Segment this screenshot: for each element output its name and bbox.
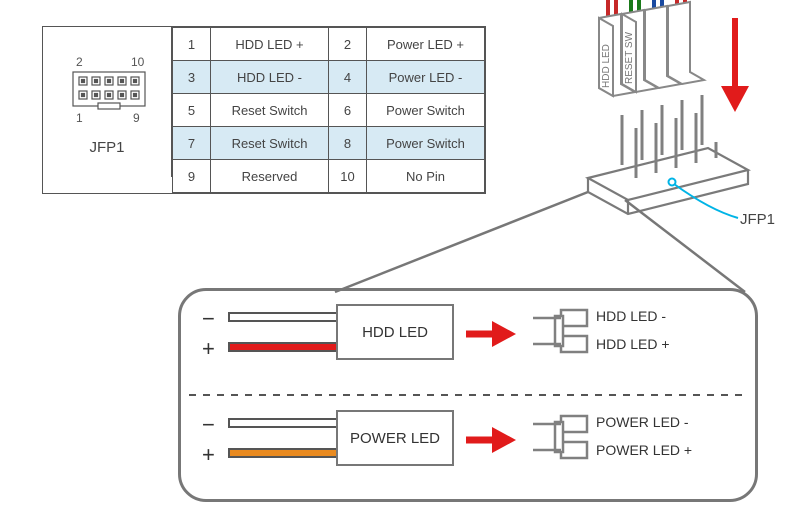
conn-label-hdd: HDD LED <box>601 44 612 88</box>
pin-label-10: 10 <box>131 55 144 69</box>
pin-number-cell: 8 <box>329 127 367 160</box>
pinout-table-block: 2 10 1 9 JFP1 1HDD LED +2Power LED +3HDD… <box>42 26 486 194</box>
jfp1-socket <box>588 95 748 218</box>
pin-name-cell: Power LED + <box>367 28 485 61</box>
pin-label-9: 9 <box>133 111 140 125</box>
pin-name-cell: Power Switch <box>367 127 485 160</box>
plus-symbol: + <box>202 442 215 468</box>
pin-label-plus: HDD LED + <box>596 336 670 352</box>
connector-box: POWER LED <box>336 410 454 466</box>
pin-table: 1HDD LED +2Power LED +3HDD LED -4Power L… <box>172 27 485 193</box>
plus-symbol: + <box>202 336 215 362</box>
minus-symbol: − <box>202 412 215 438</box>
pin-number-cell: 9 <box>173 160 211 193</box>
table-row: 7Reset Switch8Power Switch <box>173 127 485 160</box>
pin-label-minus: HDD LED - <box>596 308 666 324</box>
minus-symbol: − <box>202 306 215 332</box>
connector-box: HDD LED <box>336 304 454 360</box>
pin-name-cell: HDD LED - <box>211 61 329 94</box>
pin-number-cell: 6 <box>329 94 367 127</box>
pin-number-cell: 5 <box>173 94 211 127</box>
pin-number-cell: 10 <box>329 160 367 193</box>
plus-wire <box>228 342 338 352</box>
pin-label-minus: POWER LED - <box>596 414 689 430</box>
pin-number-cell: 2 <box>329 28 367 61</box>
header-diagram-cell: 2 10 1 9 JFP1 <box>43 27 172 177</box>
plug-icon <box>525 302 605 362</box>
pin-name-cell: Reset Switch <box>211 94 329 127</box>
arrow-icon <box>462 420 522 460</box>
pin-name-cell: Reset Switch <box>211 127 329 160</box>
minus-wire <box>228 312 338 322</box>
pin-name-cell: Power Switch <box>367 94 485 127</box>
arrow-icon <box>462 314 522 354</box>
table-row: 5Reset Switch6Power Switch <box>173 94 485 127</box>
pin-number-cell: 7 <box>173 127 211 160</box>
isometric-illustration: HDD LED RESET SW JFP1 <box>540 0 800 250</box>
pin-label-2: 2 <box>76 55 83 69</box>
pin-name-cell: Power LED - <box>367 61 485 94</box>
pin-name-cell: Reserved <box>211 160 329 193</box>
pin-label-plus: POWER LED + <box>596 442 692 458</box>
pin-number-cell: 3 <box>173 61 211 94</box>
jfp1-socket-label: JFP1 <box>740 211 775 228</box>
pin-name-cell: No Pin <box>367 160 485 193</box>
pin-label-1: 1 <box>76 111 83 125</box>
table-row: 1HDD LED +2Power LED + <box>173 28 485 61</box>
table-row: 9Reserved10No Pin <box>173 160 485 193</box>
plug-icon <box>525 408 605 468</box>
minus-wire <box>228 418 338 428</box>
conn-label-reset: RESET SW <box>624 31 635 84</box>
jfp1-header-label: JFP1 <box>43 139 171 156</box>
pin-name-cell: HDD LED + <box>211 28 329 61</box>
plus-wire <box>228 448 338 458</box>
pin-number-cell: 1 <box>173 28 211 61</box>
down-arrow-icon <box>721 18 749 112</box>
table-row: 3HDD LED -4Power LED - <box>173 61 485 94</box>
pin-number-cell: 4 <box>329 61 367 94</box>
